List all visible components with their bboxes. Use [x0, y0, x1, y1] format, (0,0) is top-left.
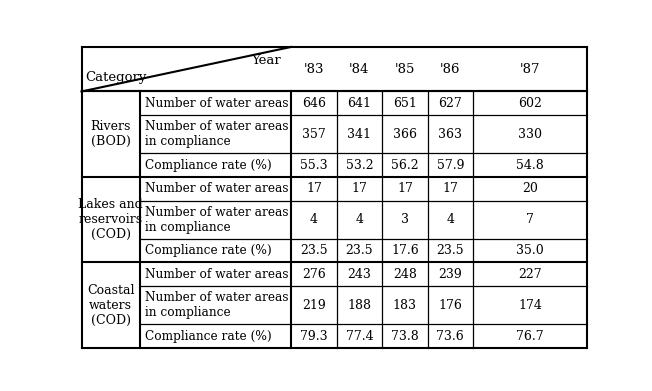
Text: 176: 176	[438, 299, 462, 312]
Text: 646: 646	[302, 97, 326, 110]
Text: 4: 4	[310, 213, 318, 226]
Text: 174: 174	[518, 299, 542, 312]
Text: Compliance rate (%): Compliance rate (%)	[145, 330, 271, 343]
Text: 363: 363	[438, 128, 462, 141]
Text: 17: 17	[351, 182, 367, 196]
Text: 17.6: 17.6	[391, 244, 419, 257]
Text: 183: 183	[393, 299, 417, 312]
Text: 23.5: 23.5	[437, 244, 464, 257]
Text: 53.2: 53.2	[346, 159, 373, 172]
Text: 276: 276	[302, 268, 326, 281]
Text: Number of water areas
in compliance: Number of water areas in compliance	[145, 120, 288, 148]
Text: Number of water areas: Number of water areas	[145, 182, 288, 196]
Text: 77.4: 77.4	[346, 330, 373, 343]
Text: 79.3: 79.3	[300, 330, 328, 343]
Text: 357: 357	[302, 128, 326, 141]
Text: '84: '84	[349, 63, 370, 76]
Text: Coastal
waters
(COD): Coastal waters (COD)	[87, 284, 134, 327]
Text: 76.7: 76.7	[516, 330, 544, 343]
Text: 7: 7	[526, 213, 534, 226]
Text: Lakes and
reservoirs
(COD): Lakes and reservoirs (COD)	[78, 198, 143, 241]
Text: 4: 4	[447, 213, 454, 226]
Text: Year: Year	[251, 54, 281, 67]
Text: 23.5: 23.5	[300, 244, 328, 257]
Text: 239: 239	[439, 268, 462, 281]
Text: 641: 641	[348, 97, 372, 110]
Text: 17: 17	[443, 182, 458, 196]
Text: 243: 243	[348, 268, 372, 281]
Text: Compliance rate (%): Compliance rate (%)	[145, 244, 271, 257]
Text: 627: 627	[439, 97, 462, 110]
Text: Compliance rate (%): Compliance rate (%)	[145, 159, 271, 172]
Text: Number of water areas: Number of water areas	[145, 97, 288, 110]
Text: 651: 651	[393, 97, 417, 110]
Text: 366: 366	[393, 128, 417, 141]
Text: 23.5: 23.5	[346, 244, 373, 257]
Text: '83: '83	[304, 63, 324, 76]
Text: 188: 188	[348, 299, 372, 312]
Text: Rivers
(BOD): Rivers (BOD)	[91, 120, 131, 148]
Text: 341: 341	[348, 128, 372, 141]
Text: 55.3: 55.3	[300, 159, 328, 172]
Text: 4: 4	[355, 213, 363, 226]
Text: 330: 330	[518, 128, 542, 141]
Text: 602: 602	[518, 97, 542, 110]
Text: Category: Category	[85, 71, 147, 84]
Text: 227: 227	[518, 268, 542, 281]
Text: 73.6: 73.6	[436, 330, 464, 343]
Text: 57.9: 57.9	[437, 159, 464, 172]
Text: 17: 17	[306, 182, 322, 196]
Text: 17: 17	[397, 182, 413, 196]
Text: Number of water areas: Number of water areas	[145, 268, 288, 281]
Text: 219: 219	[302, 299, 326, 312]
Text: 73.8: 73.8	[391, 330, 419, 343]
Text: '86: '86	[440, 63, 460, 76]
Text: 3: 3	[401, 213, 409, 226]
Text: 35.0: 35.0	[516, 244, 544, 257]
Text: 54.8: 54.8	[516, 159, 544, 172]
Text: 20: 20	[522, 182, 538, 196]
Text: 56.2: 56.2	[391, 159, 419, 172]
Text: '85: '85	[394, 63, 415, 76]
Text: '87: '87	[520, 63, 541, 76]
Text: Number of water areas
in compliance: Number of water areas in compliance	[145, 291, 288, 319]
Text: 248: 248	[393, 268, 417, 281]
Text: Number of water areas
in compliance: Number of water areas in compliance	[145, 206, 288, 234]
